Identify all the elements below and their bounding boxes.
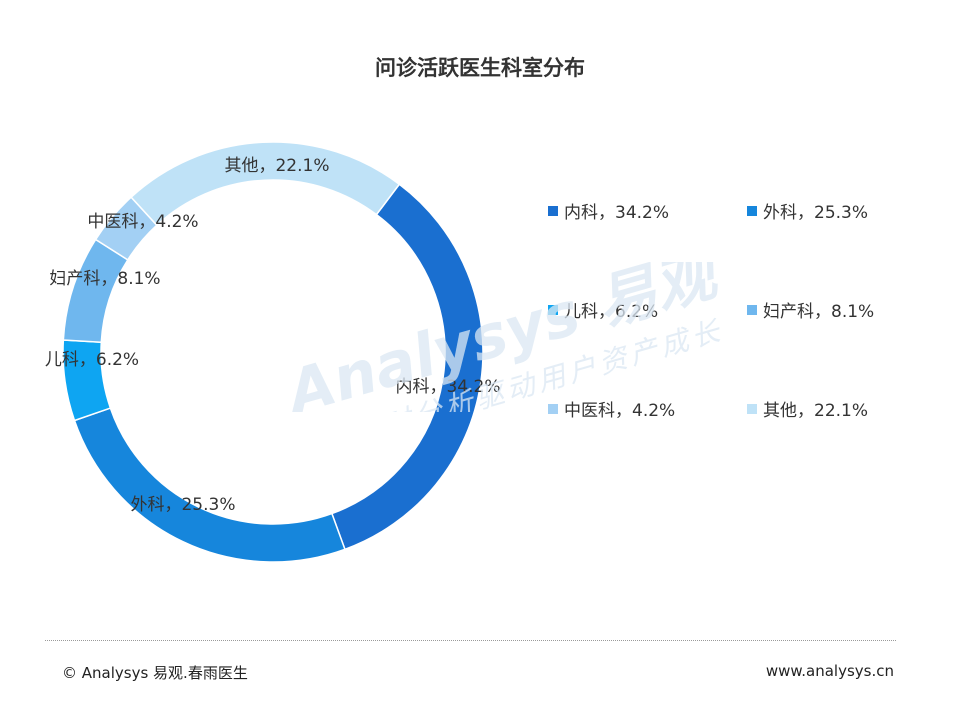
slice-1 [330, 183, 484, 551]
slice-label-1: 内科，34.2% [395, 377, 500, 397]
legend-label: 儿科，6.2% [564, 302, 659, 322]
legend-item-5: 中医科，4.2% [548, 396, 675, 421]
slice-label-3: 儿科，6.2% [45, 350, 139, 370]
legend-item-4: 妇产科，8.1% [747, 297, 874, 322]
donut-slices [62, 141, 484, 563]
legend-label: 内科，34.2% [564, 203, 670, 223]
legend-label: 中医科，4.2% [564, 401, 676, 421]
website-link[interactable]: www.analysys.cn [765, 662, 894, 680]
slice-label-4: 妇产科，8.1% [49, 269, 160, 289]
legend-item-3: 儿科，6.2% [548, 297, 658, 322]
chart-title: 问诊活跃医生科室分布 [375, 56, 585, 80]
legend-swatch [747, 205, 757, 216]
legend-label: 妇产科，8.1% [763, 302, 875, 322]
slice-2 [73, 407, 346, 563]
copyright-text: © Analysys 易观.春雨医生 [62, 664, 248, 682]
legend-swatch [747, 403, 757, 414]
legend-item-2: 外科，25.3% [747, 198, 868, 223]
slice-label-5: 中医科，4.2% [87, 212, 198, 232]
slice-4 [62, 238, 129, 344]
legend-swatch [548, 304, 558, 315]
footer-divider [45, 640, 896, 641]
slice-label-6: 其他，22.1% [224, 156, 329, 176]
slice-labels: 内科，34.2% 外科，25.3% 儿科，6.2% 妇产科，8.1% 中医科，4.2% 其… [45, 156, 501, 515]
slice-6 [130, 141, 401, 227]
legend-label: 外科，25.3% [763, 203, 869, 223]
legend-swatch [747, 304, 757, 315]
legend-item-1: 内科，34.2% [548, 198, 669, 223]
legend-item-6: 其他，22.1% [747, 396, 868, 421]
legend-label: 其他，22.1% [763, 401, 869, 421]
legend-swatch [548, 403, 558, 414]
legend-swatch [548, 205, 558, 216]
slice-label-2: 外科，25.3% [130, 495, 235, 515]
